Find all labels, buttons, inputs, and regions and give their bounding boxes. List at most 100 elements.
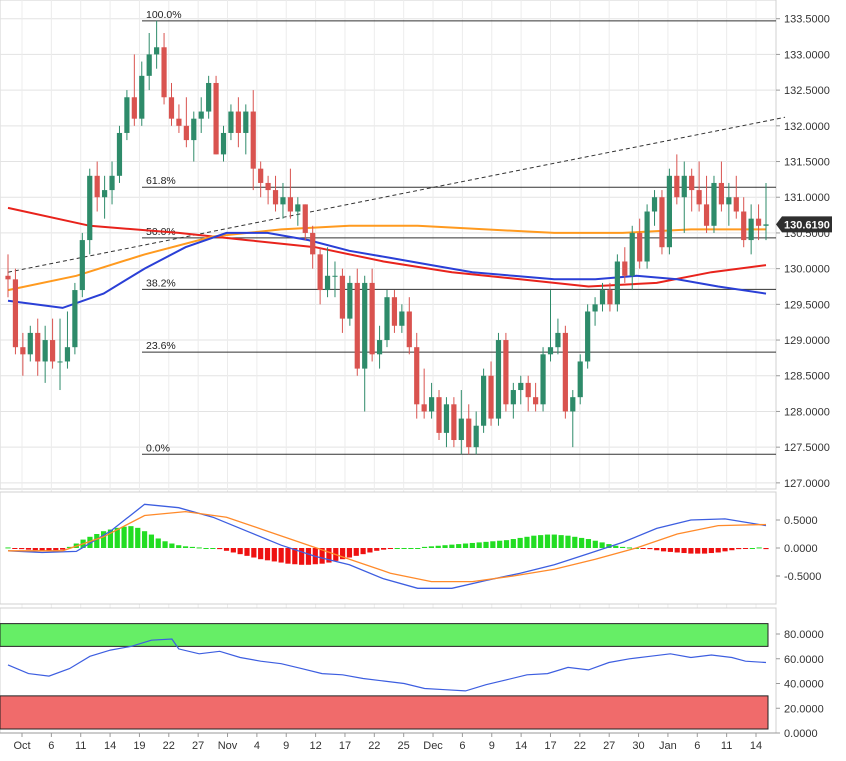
macd-hist-bar <box>660 548 667 552</box>
macd-hist-bar <box>360 548 366 555</box>
macd-line <box>7 503 767 589</box>
x-axis: Oct 6 11 14 19 22 27 Nov 4 9 12 17 22 25 Dec 6 9 14 17 22 27… <box>0 732 776 752</box>
candle-body <box>577 361 583 398</box>
macd-hist-bar <box>476 542 482 548</box>
candle-body <box>451 404 457 441</box>
price-tick-label: 127.5000 <box>784 442 830 454</box>
candle-body <box>347 282 353 319</box>
macd-hist-bar <box>606 544 612 548</box>
macd-hist-bar <box>619 546 626 548</box>
fib-label: 100.0% <box>146 9 182 21</box>
fib-label: 0.0% <box>146 442 170 454</box>
macd-hist-bar <box>756 547 762 549</box>
rsi-tick-label: 40.0000 <box>784 679 824 691</box>
candle-body <box>79 240 85 291</box>
macd-hist-bar <box>462 543 469 548</box>
x-tick-label: 22 <box>574 740 586 752</box>
candle-body <box>466 418 472 448</box>
candle-body <box>235 111 241 133</box>
macd-hist-bar <box>155 538 161 548</box>
sma-blue-line <box>7 231 767 309</box>
candle-body <box>280 197 286 205</box>
candle-body <box>72 290 78 348</box>
macd-hist-bar <box>708 548 714 554</box>
macd-hist-bar <box>141 531 148 548</box>
macd-hist-bar <box>674 548 680 553</box>
current-price-tag: 130.6190 <box>776 216 832 233</box>
candle-body <box>614 261 620 305</box>
candle-body <box>726 197 732 205</box>
x-tick-label: 14 <box>750 740 762 752</box>
x-tick-label: Dec <box>423 740 443 752</box>
macd-hist-bar <box>408 548 414 549</box>
macd-hist-bar <box>32 548 38 551</box>
candle-body <box>310 232 316 255</box>
candle-body <box>102 190 108 198</box>
candle-body <box>109 175 115 191</box>
candle-body <box>131 97 137 119</box>
candle-body <box>339 275 346 319</box>
candle-body <box>49 340 56 362</box>
macd-signal-line <box>8 510 767 583</box>
candle-body <box>674 175 680 198</box>
x-tick-label: 9 <box>283 740 289 752</box>
macd-hist-bar <box>626 547 633 549</box>
x-tick-label: 14 <box>104 740 116 752</box>
macd-hist-bar <box>196 547 202 549</box>
macd-hist-bar <box>544 534 551 548</box>
candle-body <box>436 397 442 433</box>
macd-hist-bar <box>715 548 721 553</box>
macd-hist-bar <box>230 548 236 553</box>
candle-body <box>295 204 301 212</box>
candle-body <box>755 218 762 226</box>
candle-body <box>191 118 197 141</box>
x-tick-label: Oct <box>13 740 30 752</box>
macd-hist-bar <box>148 534 155 548</box>
macd-hist-bar <box>428 546 434 548</box>
candle-body <box>116 132 123 176</box>
x-tick-label: 6 <box>694 740 700 752</box>
macd-hist-bar <box>237 548 243 555</box>
candle-body <box>161 47 167 98</box>
macd-hist-bar <box>401 548 407 549</box>
trendline <box>7 116 786 273</box>
macd-hist-bar <box>346 548 353 558</box>
macd-tick-label: 0.0000 <box>784 543 818 555</box>
candle-body <box>64 347 71 362</box>
macd-hist-bar <box>435 545 441 548</box>
candle-body <box>146 54 152 76</box>
fib-label: 61.8% <box>146 175 176 187</box>
x-tick-label: 6 <box>459 740 465 752</box>
macd-hist-bar <box>558 535 564 548</box>
macd-hist-bar <box>503 540 510 548</box>
x-tick-label: 22 <box>163 740 175 752</box>
candle-body <box>443 404 450 433</box>
macd-tick-label: -0.5000 <box>784 571 821 583</box>
candle-body <box>324 275 331 291</box>
sma-orange-line <box>7 224 766 292</box>
candle-body <box>87 175 93 241</box>
macd-hist-bar <box>483 541 489 548</box>
macd-hist-bar <box>189 546 195 548</box>
candle-body <box>12 279 19 348</box>
candle-body <box>711 182 717 226</box>
macd-hist-bar <box>223 548 230 551</box>
candle-body <box>35 332 41 362</box>
candle-body <box>622 261 628 276</box>
macd-hist-bar <box>128 526 134 548</box>
candle-body <box>362 282 368 369</box>
candle-body <box>176 118 182 126</box>
candles <box>5 20 769 455</box>
macd-hist-bar <box>531 535 537 548</box>
macd-hist-bar <box>613 545 619 548</box>
x-tick-label: 9 <box>489 740 495 752</box>
candle-body <box>748 218 754 241</box>
macd-hist-bar <box>510 539 516 548</box>
macd-hist-bar <box>469 542 475 548</box>
candle-body <box>607 290 613 305</box>
macd-hist-bar <box>497 540 503 548</box>
macd-hist-bar <box>203 548 209 549</box>
x-tick-label: 11 <box>75 740 86 752</box>
